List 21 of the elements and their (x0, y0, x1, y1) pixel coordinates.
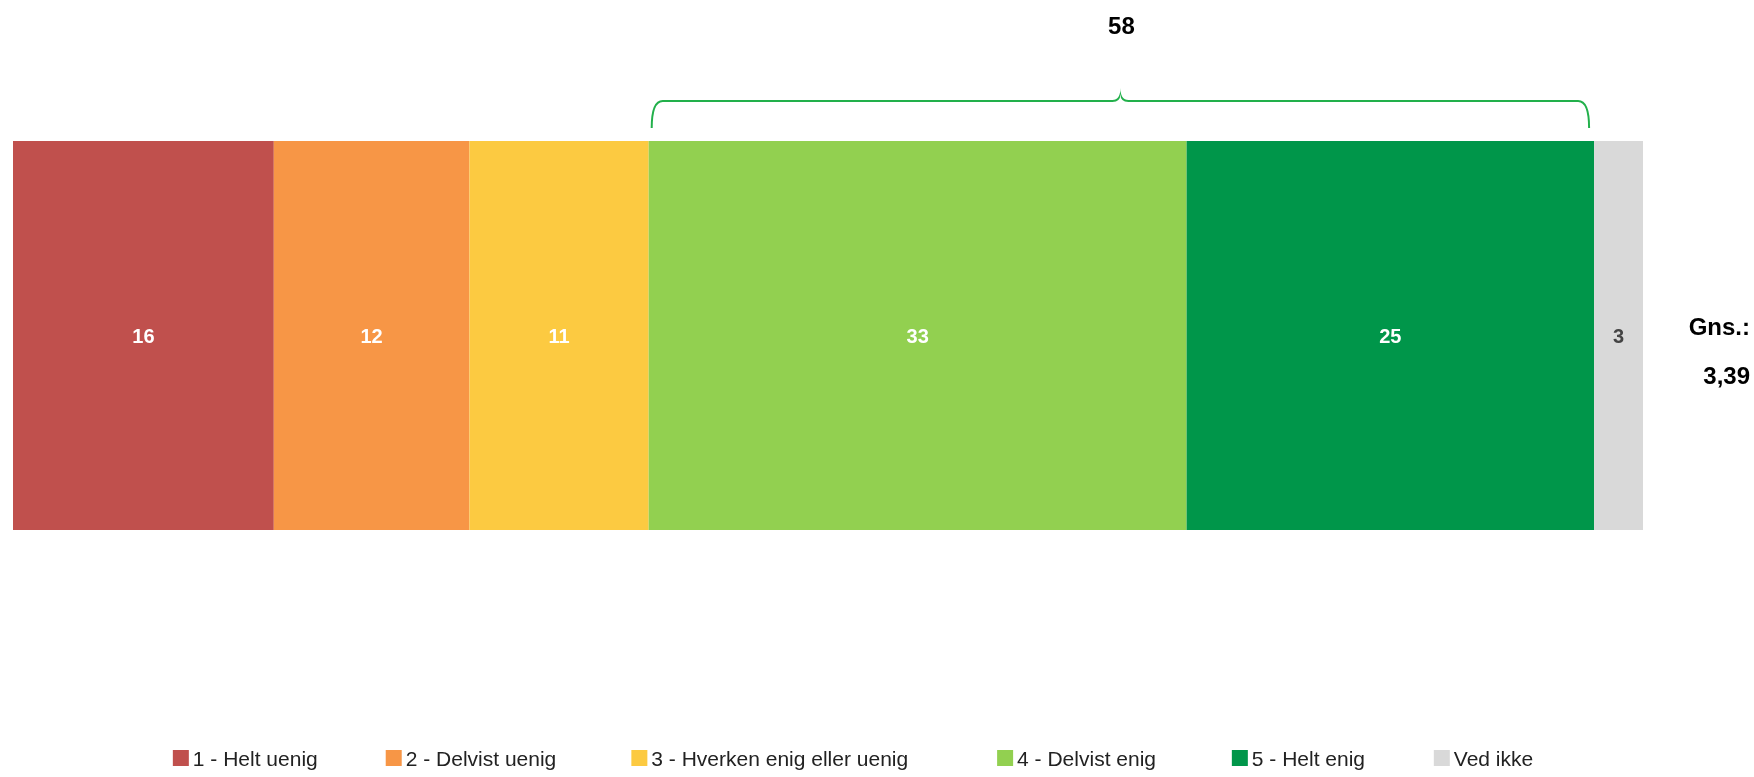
bar (469, 141, 649, 530)
legend-label: 2 - Delvist uenig (405, 747, 557, 770)
data-label: 25 (1379, 324, 1402, 347)
data-label: 33 (906, 324, 929, 347)
bar (1186, 141, 1595, 530)
legend-label: 1 - Helt uenig (192, 747, 318, 770)
legend-label: 4 - Delvist enig (1017, 747, 1157, 770)
data-label: 11 (548, 324, 570, 347)
text: Gns.: (1688, 313, 1750, 340)
bar (1594, 141, 1643, 530)
legend-label: Ved ikke (1453, 747, 1534, 770)
text: 58 (1108, 12, 1135, 39)
data-label: 16 (132, 324, 155, 347)
data-label: 3 (1612, 324, 1625, 347)
bar (648, 141, 1187, 530)
legend-label: 3 - Hverken enig eller uenig (651, 747, 909, 770)
text: 3,39 (1703, 362, 1750, 389)
data-label: 12 (360, 324, 383, 347)
bar (273, 141, 470, 530)
legend-label: 5 - Helt enig (1251, 747, 1366, 770)
bar (13, 141, 274, 530)
